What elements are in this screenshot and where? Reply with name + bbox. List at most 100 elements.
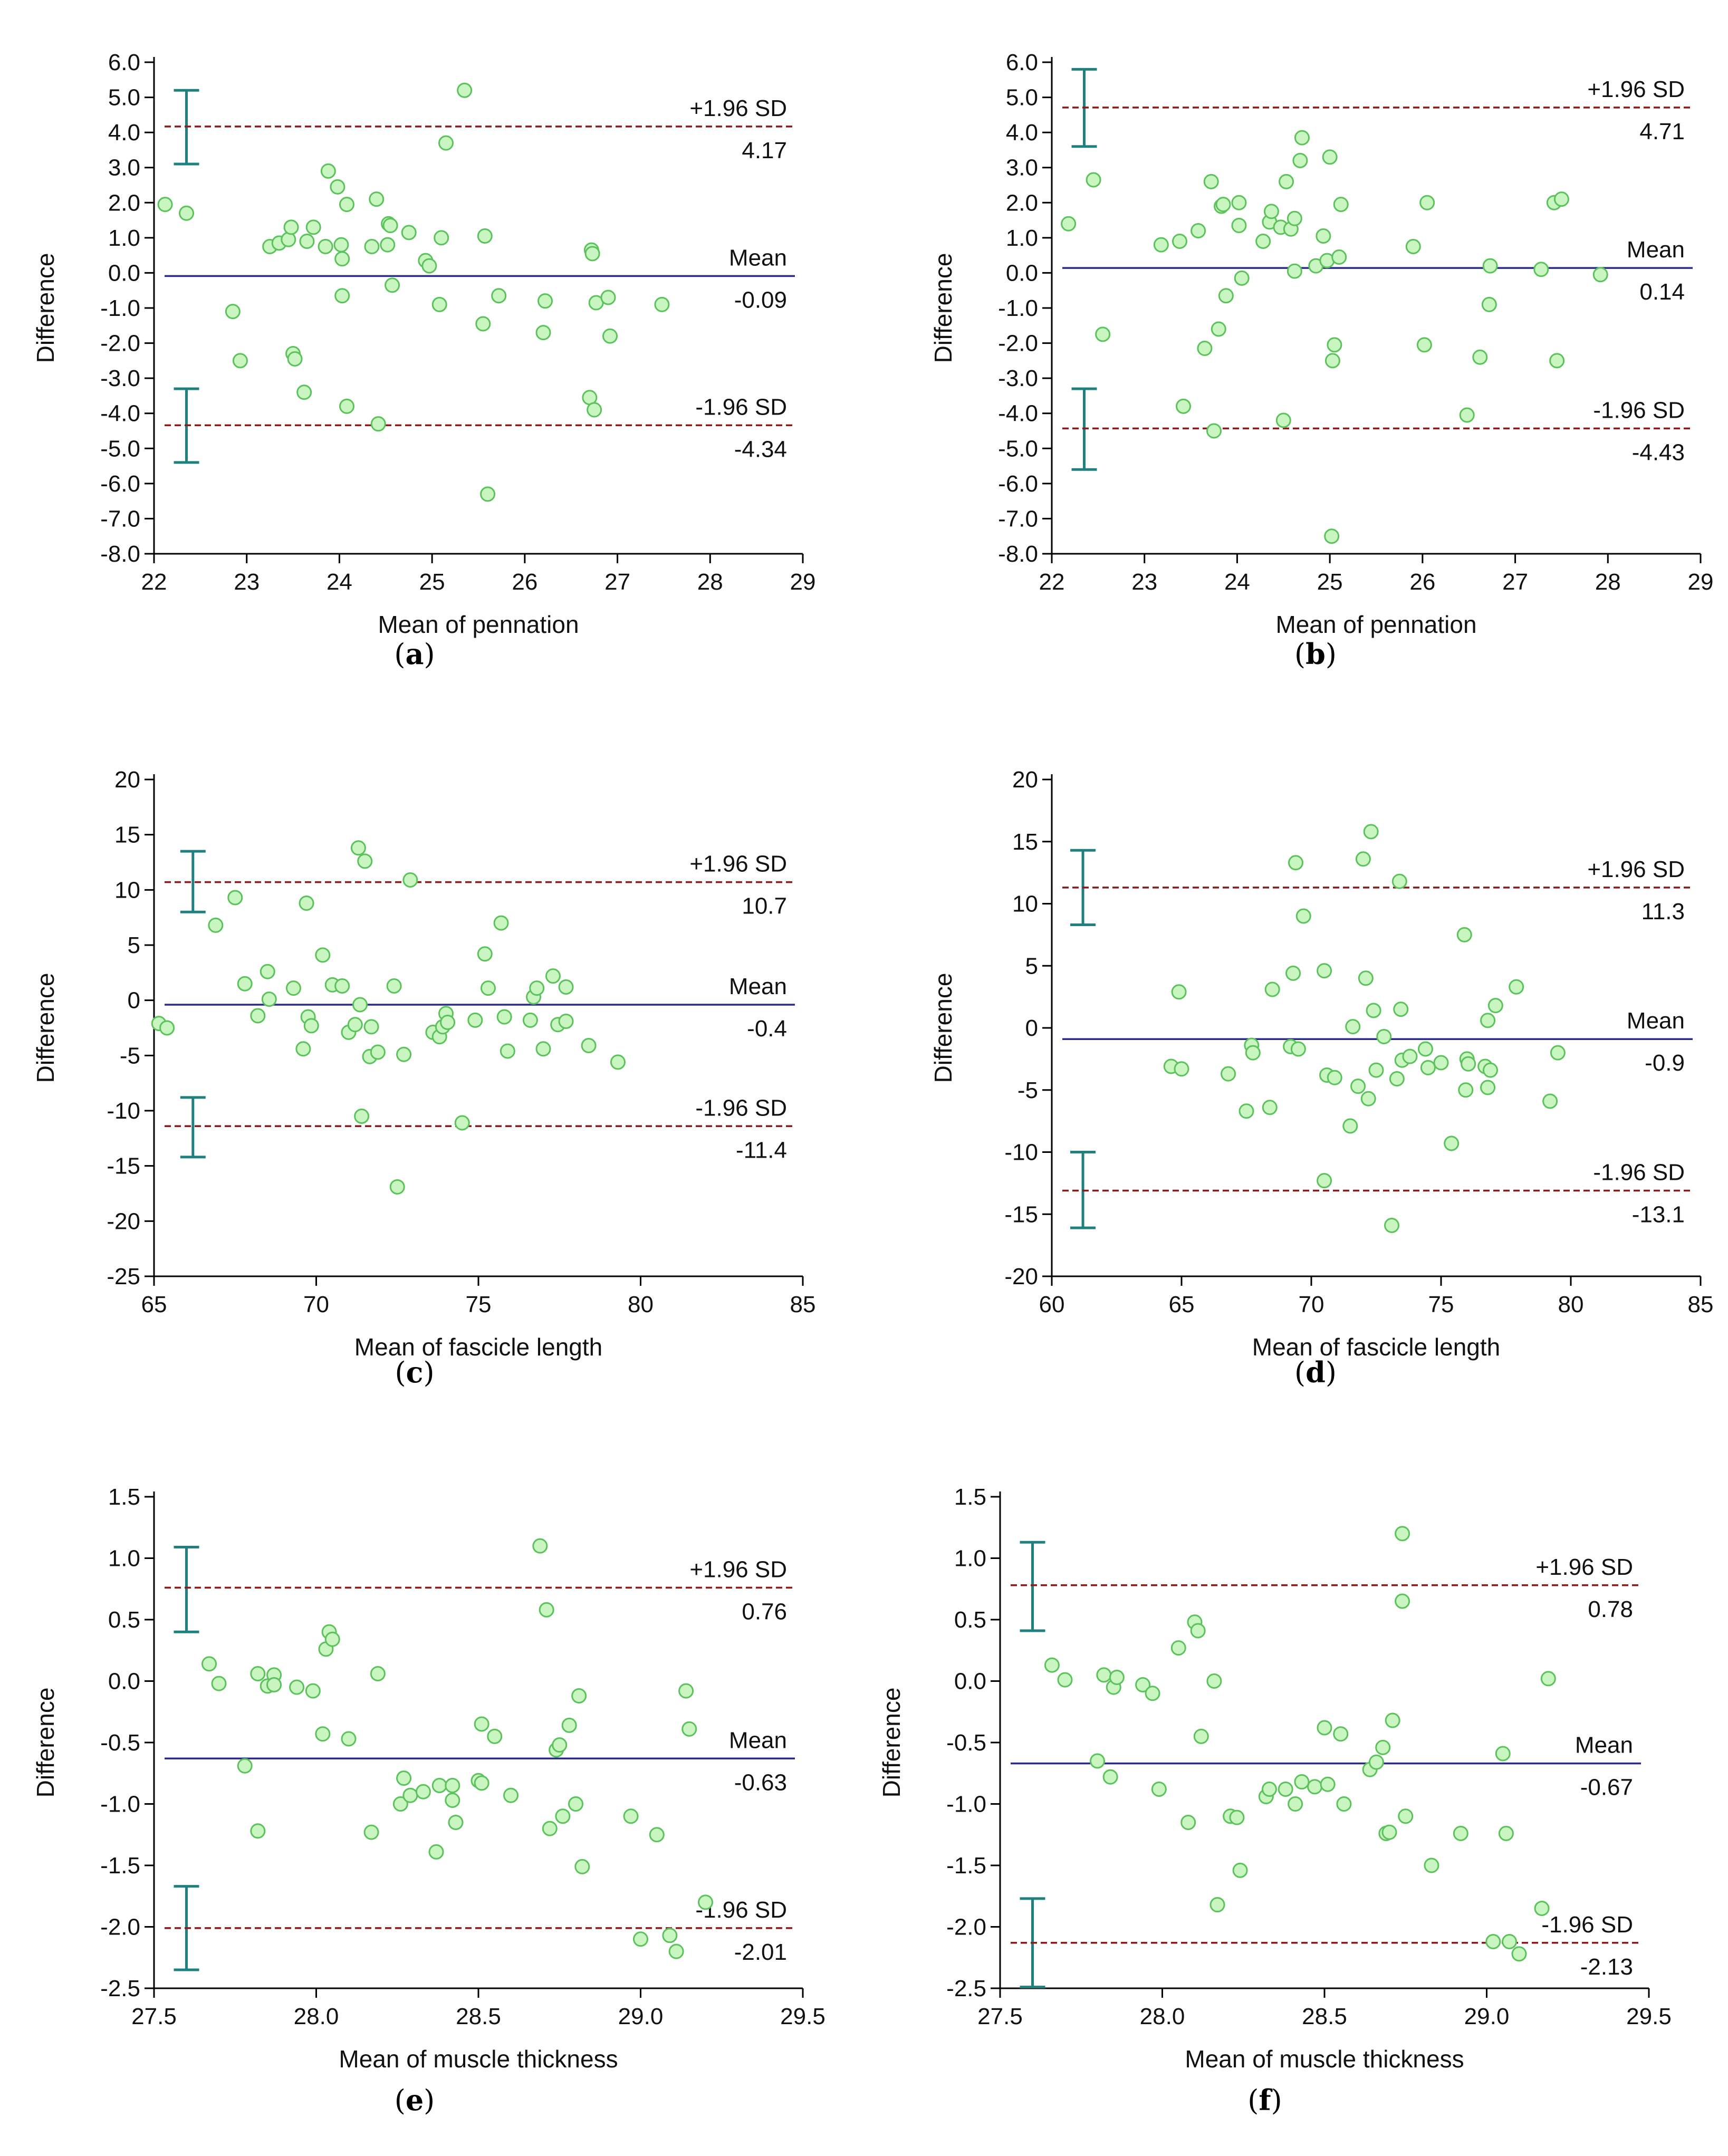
data-point [503,1787,519,1803]
data-point [1368,1062,1384,1078]
data-point [260,1678,275,1694]
data-point [431,1029,447,1045]
y-tick-label: -15 [1004,1201,1038,1227]
data-point [1263,204,1279,219]
x-tick-label: 65 [141,1292,167,1317]
y-tick-label: 5 [128,932,140,958]
data-point [1135,1677,1151,1692]
data-point [1317,1720,1332,1736]
x-tick-label: 27 [1502,569,1528,595]
data-point [1292,152,1308,168]
data-point [1057,1672,1073,1688]
data-point [1106,1679,1121,1695]
data-point [1191,223,1206,239]
data-point [582,390,598,406]
lower-limit-value: -2.13 [1580,1954,1633,1980]
data-point [1319,253,1335,268]
y-tick-label: -6.0 [100,471,140,497]
data-point [445,1793,460,1808]
data-point [1187,1614,1203,1630]
data-point [1102,1769,1118,1785]
data-point [321,1624,337,1640]
data-point [382,218,398,234]
data-point [471,1773,486,1788]
lower-limit-label: -1.96 SD [1541,1912,1633,1938]
lower-limit-label: -1.96 SD [1593,1160,1685,1186]
y-tick-label: 20 [114,767,140,793]
y-tick-label: 0.5 [108,1607,140,1633]
data-point [1533,262,1549,277]
data-point [237,976,253,992]
data-point [1288,1796,1303,1812]
lower-limit-value: -13.1 [1632,1202,1685,1228]
x-tick-label: 28.0 [1140,2004,1185,2029]
data-point [1307,1779,1323,1795]
y-tick-label: -10 [107,1098,140,1124]
data-point [1214,198,1230,214]
y-tick-label: -15 [107,1153,140,1179]
data-point [491,288,507,304]
upper-limit-value: 0.76 [742,1599,787,1624]
y-tick-label: -5 [120,1043,140,1069]
mean-label: Mean [1627,237,1685,263]
data-point [583,242,599,258]
data-point [1283,1038,1299,1054]
data-point [232,353,248,369]
data-point [1061,216,1077,232]
data-point [1482,258,1498,274]
x-tick-label: 65 [1169,1292,1195,1317]
data-point [1472,349,1488,365]
upper-limit-label: +1.96 SD [689,95,787,121]
data-point [201,1656,217,1672]
data-point [402,1787,418,1803]
data-point [1350,1079,1366,1094]
y-tick-label: 5.0 [1006,85,1038,111]
data-point [1206,1673,1222,1689]
upper-limit-value: 0.78 [1588,1596,1633,1622]
upper-limit-label: +1.96 SD [1535,1554,1633,1580]
y-tick-label: -3.0 [998,365,1038,391]
y-tick-label: 2.0 [1006,190,1038,216]
data-point [1244,1037,1260,1053]
data-point [225,304,241,320]
data-point [1096,1667,1112,1683]
data-point [1355,851,1371,867]
data-point [369,191,385,207]
y-tick-label: -2.5 [100,1976,140,2001]
data-point [370,416,386,432]
data-point [549,1742,564,1758]
x-tick-label: 23 [1131,569,1157,595]
data-point [526,989,542,1005]
mean-value: -0.63 [734,1769,787,1795]
data-point [602,328,618,344]
y-tick-label: -20 [107,1208,140,1234]
lower-limit-label: -1.96 SD [695,394,787,420]
data-point [535,1041,551,1057]
data-point [571,1688,587,1703]
x-tick-label: 60 [1039,1292,1065,1317]
x-tick-label: 80 [628,1292,654,1317]
data-point [1331,249,1347,265]
y-tick-label: -25 [107,1264,140,1289]
data-point [1308,258,1324,274]
data-point [392,1796,408,1812]
x-tick-label: 29 [1688,569,1714,595]
y-axis-label: Difference [32,973,59,1083]
data-point [299,234,315,249]
y-tick-label: -5.0 [998,436,1038,461]
data-point [334,978,350,994]
data-point [1391,873,1407,889]
data-point [1086,172,1101,188]
data-point [1322,149,1338,165]
mean-value: -0.09 [734,287,787,313]
y-tick-label: 2.0 [108,190,140,216]
data-point [285,346,301,362]
data-point [300,1009,316,1025]
x-axis-label: Mean of muscle thickness [339,2045,618,2073]
lower-limit-label: -1.96 SD [695,1897,787,1923]
data-point [1295,908,1311,924]
x-tick-label: 70 [303,1292,329,1317]
data-point [1324,528,1340,544]
data-point [1444,1135,1460,1151]
